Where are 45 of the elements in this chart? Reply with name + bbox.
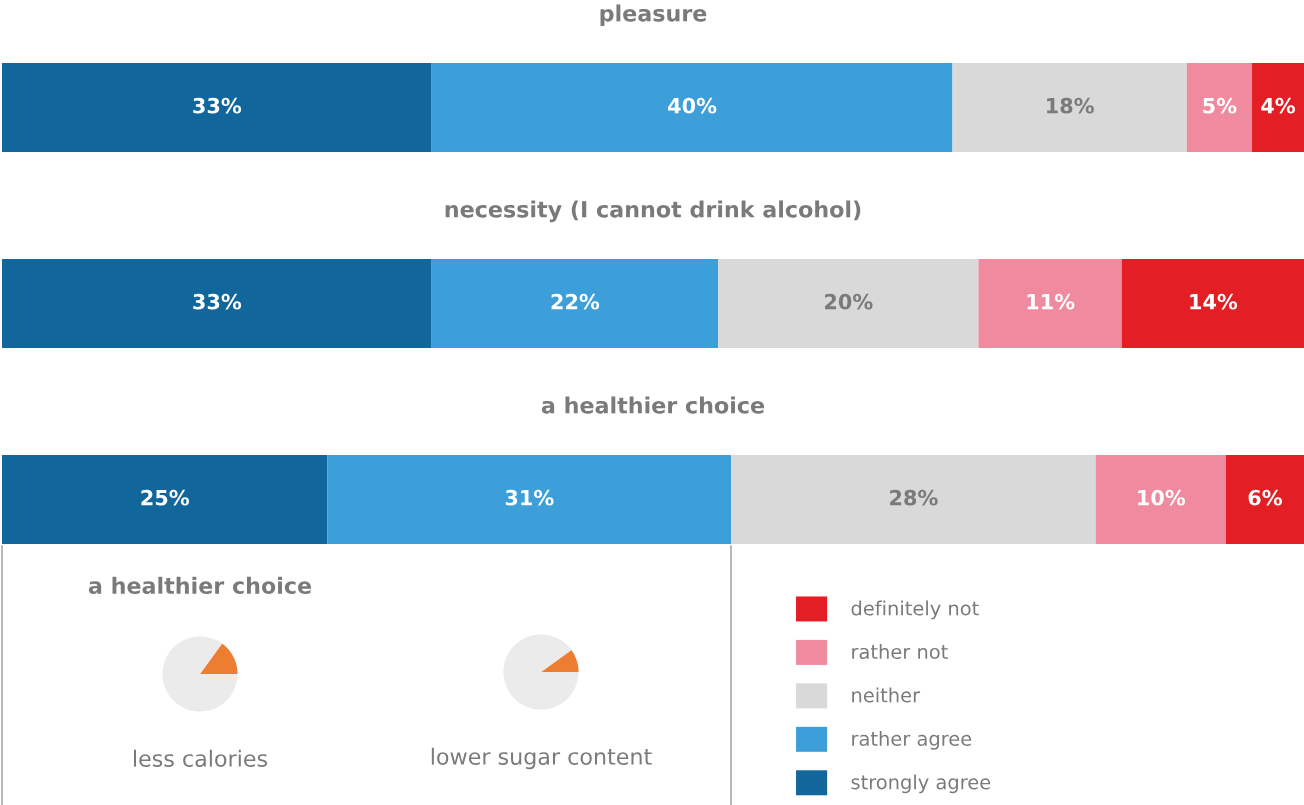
data-label: 20% [825, 293, 873, 310]
pie-slice [541, 649, 579, 672]
bar [431, 63, 953, 152]
legend-label: strongly agree [851, 774, 991, 794]
bar [978, 259, 1122, 348]
data-label: 18% [1047, 97, 1094, 114]
bar [2, 455, 328, 544]
bar [1095, 455, 1226, 544]
data-label: 40% [668, 97, 717, 114]
bar [731, 455, 1096, 544]
data-label: 11% [1027, 293, 1075, 310]
pie-slice [503, 634, 579, 710]
legend-label: rather agree [852, 730, 972, 750]
chart-title: a healthier choice [88, 576, 312, 594]
data-label: 10% [1138, 489, 1186, 506]
text: lower sugar content [431, 747, 652, 770]
pie-slice [200, 643, 238, 674]
bar [2, 259, 432, 348]
chart-title: pleasure [600, 4, 707, 26]
chart-title: a healthier choice [541, 396, 765, 414]
chart-title: necessity (I cannot drink alcohol) [445, 200, 861, 223]
data-label: 25% [141, 489, 190, 506]
bar [2, 63, 432, 152]
data-label: 22% [551, 293, 600, 310]
legend-label: definitely not [851, 600, 979, 620]
data-label: 33% [193, 293, 242, 310]
bar [1225, 455, 1304, 544]
data-label: 4% [1261, 97, 1295, 114]
data-label: 5% [1203, 97, 1237, 114]
data-label: 31% [505, 489, 554, 506]
bar [431, 259, 719, 348]
data-label: 14% [1190, 293, 1238, 310]
legend-label: neither [852, 687, 921, 703]
bar [1186, 63, 1252, 152]
data-label: 6% [1248, 489, 1282, 506]
legend-label: rather not [852, 644, 948, 660]
bar [1251, 63, 1304, 152]
data-label: 28% [890, 489, 938, 506]
bar [718, 259, 979, 348]
bar [952, 63, 1187, 152]
bar [327, 455, 732, 544]
text: less calories [133, 749, 268, 767]
pie-slice [162, 636, 238, 712]
data-label: 33% [193, 97, 242, 114]
bar [1121, 259, 1304, 348]
